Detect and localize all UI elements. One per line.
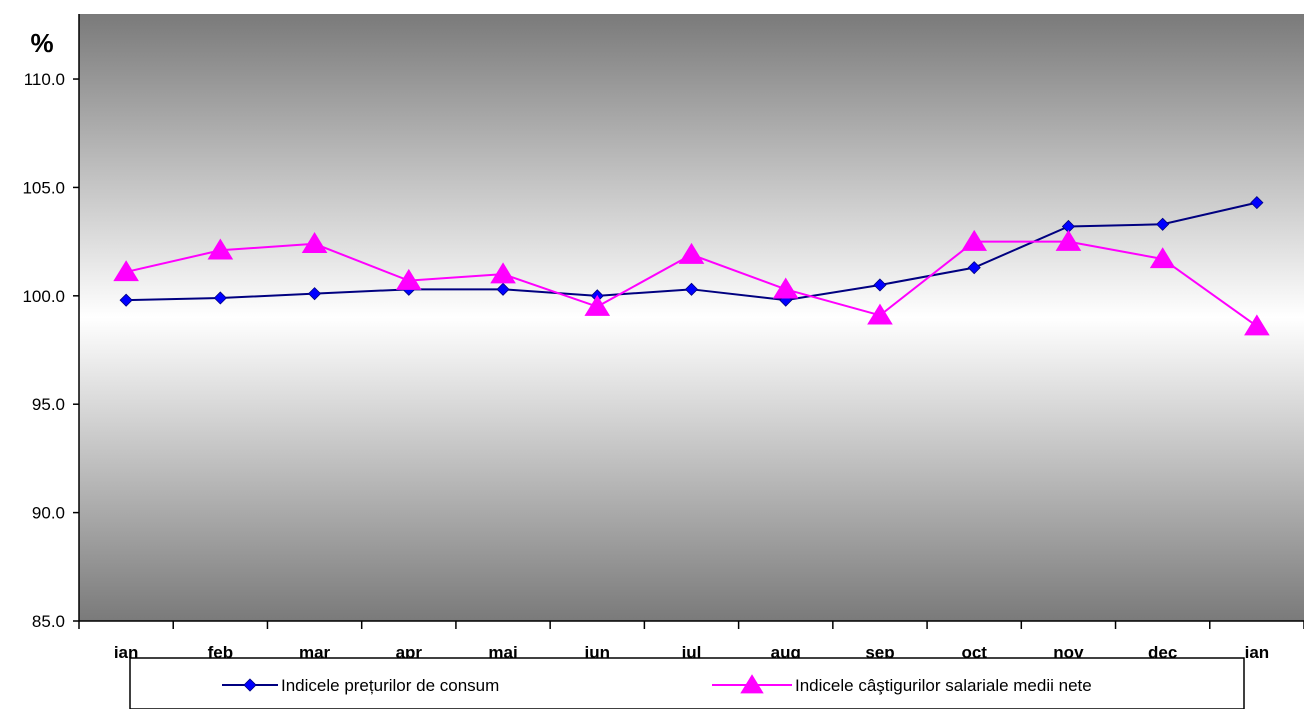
plot-area [79,14,1304,621]
data-point [395,268,422,290]
legend-label: Indicele prețurilor de consum [281,676,499,695]
y-tick-label: 95.0 [32,395,65,414]
legend: Indicele prețurilor de consum Indicele câ… [129,657,1245,709]
data-point [496,282,510,296]
data-point [678,242,705,264]
data-point [207,238,234,260]
axes [78,14,1304,622]
data-point [1149,247,1176,269]
y-tick-label: 100.0 [22,287,65,306]
data-point [684,282,699,296]
data-point [213,291,227,305]
data-point [873,278,887,292]
data-point [119,293,133,307]
y-unit-label: % [30,28,53,58]
data-point [961,229,988,251]
data-point [243,678,257,692]
series-2 [113,229,1270,336]
legend-label: Indicele câştigurilor salariale medii ne… [795,676,1092,695]
legend-box [129,657,1245,709]
x-axis-ticks: ian feb mar apr mai iun iul aug sep oct nov dec ian [78,621,1304,662]
data-point [867,303,893,325]
legend-item: Indicele prețurilor de consum [222,676,499,695]
data-point [1156,217,1170,231]
y-axis-ticks: 85.0 90.0 95.0 100.0 105.0 110.0 [22,70,79,631]
y-tick-label: 90.0 [32,504,65,523]
data-point [490,262,516,284]
data-point [967,261,981,275]
series-layer [113,196,1270,336]
y-tick-label: 105.0 [22,178,65,197]
data-point [1055,229,1082,251]
x-tick-label: ian [1245,643,1270,662]
y-tick-label: 110.0 [24,70,65,89]
data-point [113,260,139,282]
data-point [301,232,328,253]
data-point [308,287,322,301]
data-point [740,674,764,694]
data-point [1250,196,1264,210]
data-point [1244,314,1270,336]
data-point [772,277,799,299]
y-tick-label: 85.0 [32,612,65,631]
legend-item: Indicele câştigurilor salariale medii ne… [712,674,1092,695]
data-point [584,294,611,316]
